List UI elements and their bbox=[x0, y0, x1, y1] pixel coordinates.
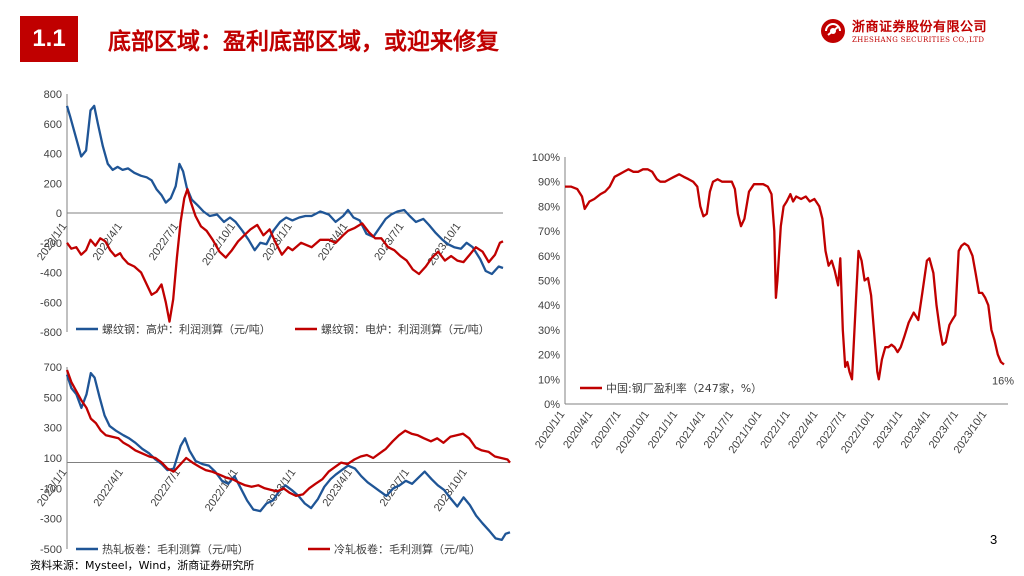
y-tick-label: 90% bbox=[538, 177, 560, 189]
company-name-en: ZHESHANG SECURITIES CO.,LTD bbox=[852, 36, 985, 44]
y-tick-label: 800 bbox=[44, 89, 62, 101]
legend-label: 冷轧板卷：毛利测算（元/吨） bbox=[334, 542, 481, 556]
y-tick-label: 40% bbox=[538, 300, 560, 312]
series-line-2 bbox=[66, 188, 504, 323]
x-tick-label: 2023/10/1 bbox=[432, 467, 470, 514]
series-line-2 bbox=[65, 369, 511, 498]
source-note: 资料来源：Mysteel，Wind，浙商证券研究所 bbox=[30, 559, 255, 572]
y-tick-label: -200 bbox=[40, 238, 62, 250]
y-tick-label: 80% bbox=[538, 201, 560, 213]
y-tick-label: 50% bbox=[538, 276, 560, 288]
company-logo: 浙商证券股份有限公司 ZHESHANG SECURITIES CO.,LTD bbox=[820, 16, 1010, 56]
y-tick-label: 600 bbox=[44, 119, 62, 131]
x-tick-label: 2023/1/1 bbox=[260, 221, 294, 263]
series-line-1 bbox=[65, 104, 504, 276]
section-number-badge: 1.1 bbox=[20, 16, 78, 62]
y-tick-label: 100% bbox=[532, 152, 560, 164]
y-tick-label: 700 bbox=[44, 362, 62, 374]
x-tick-label: 2022/10/1 bbox=[203, 467, 241, 514]
y-tick-label: 200 bbox=[44, 178, 62, 190]
legend-label: 螺纹钢：高炉：利润测算（元/吨） bbox=[102, 322, 271, 336]
legend-label: 中国:钢厂盈利率（247家，%） bbox=[606, 381, 762, 395]
y-tick-label: -400 bbox=[40, 268, 62, 280]
y-tick-label: 60% bbox=[538, 251, 560, 263]
y-tick-label: 30% bbox=[538, 325, 560, 337]
y-tick-label: -600 bbox=[40, 297, 62, 309]
series-line-1 bbox=[65, 371, 511, 542]
chart-utilization: 100%90%80%70%60%50%40%30%20%10%0%2020/1/… bbox=[532, 152, 1014, 456]
legend-label: 热轧板卷：毛利测算（元/吨） bbox=[102, 542, 249, 556]
legend-label: 螺纹钢：电炉：利润测算（元/吨） bbox=[321, 322, 490, 336]
y-tick-label: 400 bbox=[44, 149, 62, 161]
company-name-cn: 浙商证券股份有限公司 bbox=[852, 20, 988, 35]
y-tick-label: -100 bbox=[40, 483, 62, 495]
y-tick-label: 0% bbox=[544, 399, 560, 411]
x-tick-label: 2022/4/1 bbox=[91, 221, 125, 263]
y-tick-label: -300 bbox=[40, 514, 62, 526]
y-tick-label: -500 bbox=[40, 544, 62, 556]
y-tick-label: -800 bbox=[40, 327, 62, 339]
page-number: 3 bbox=[990, 532, 998, 547]
section-number: 1.1 bbox=[32, 25, 66, 52]
company-logo-icon bbox=[821, 19, 845, 43]
x-tick-label: 2022/4/1 bbox=[92, 467, 126, 509]
x-tick-label: 2022/10/1 bbox=[200, 221, 238, 268]
y-tick-label: 70% bbox=[538, 226, 560, 238]
y-tick-label: 500 bbox=[44, 392, 62, 404]
y-tick-label: 300 bbox=[44, 423, 62, 435]
page-title: 底部区域：盈利底部区域，或迎来修复 bbox=[108, 29, 499, 55]
y-tick-label: 20% bbox=[538, 350, 560, 362]
series-line-1 bbox=[565, 168, 1005, 381]
y-tick-label: 100 bbox=[44, 453, 62, 465]
y-tick-label: 10% bbox=[538, 374, 560, 386]
y-tick-label: 0 bbox=[56, 208, 62, 220]
x-tick-label: 2022/7/1 bbox=[149, 467, 183, 509]
end-value-label: 16% bbox=[992, 375, 1014, 387]
